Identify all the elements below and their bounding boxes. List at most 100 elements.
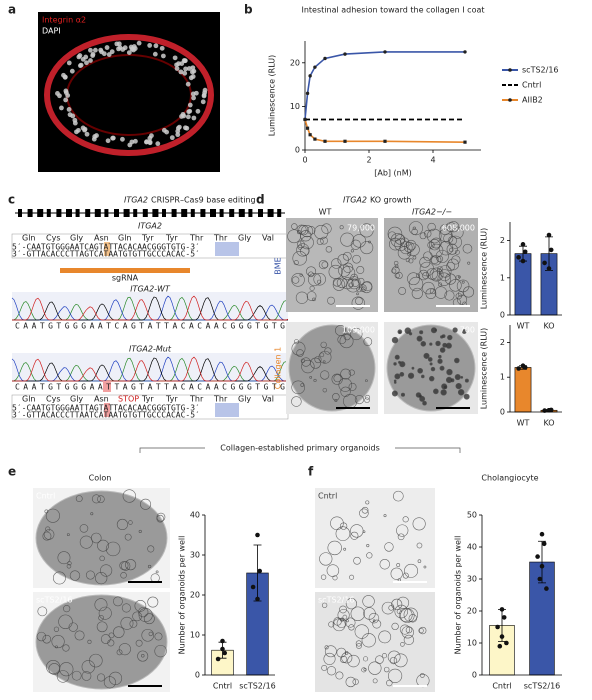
- organoid: [447, 334, 453, 341]
- organoid: [321, 664, 328, 671]
- data-point: [463, 50, 467, 54]
- organoid: [335, 671, 344, 680]
- organoid: [116, 649, 123, 656]
- organoid: [454, 249, 460, 255]
- nucleus: [184, 125, 190, 131]
- nucleus: [94, 133, 99, 138]
- organoid: [451, 226, 464, 239]
- organoid: [402, 516, 409, 523]
- organoid: [363, 668, 367, 672]
- organoid: [141, 628, 155, 642]
- organoid: [439, 347, 446, 353]
- organoid: [387, 231, 397, 240]
- organoid: [446, 368, 453, 376]
- tissue-outline: [44, 34, 214, 156]
- panel-letter: c: [8, 193, 15, 207]
- sequence: 5′-CAATGTGGGAATTAGTATTACACAACGGGTGTG-3′: [12, 404, 200, 413]
- organoid: [387, 226, 403, 242]
- nucleus: [104, 45, 110, 50]
- organoid: [348, 369, 355, 376]
- amino-acid: Tyr: [141, 395, 154, 404]
- organoid: [345, 598, 358, 610]
- data-point: [495, 624, 500, 630]
- organoid: [52, 571, 66, 585]
- nucleus: [152, 51, 158, 57]
- organoid: [403, 607, 419, 622]
- mutated-base: [103, 381, 111, 392]
- nucleus: [190, 69, 195, 75]
- organoid: [348, 382, 357, 391]
- chromatogram-trace: [12, 295, 289, 321]
- organoid: [417, 367, 423, 374]
- organoid: [328, 621, 335, 628]
- organoid: [337, 253, 349, 266]
- nucleus: [131, 44, 137, 49]
- well: [386, 324, 476, 412]
- exon: [66, 209, 72, 217]
- organoid: [340, 655, 348, 664]
- organoid: [120, 571, 127, 579]
- organoid: [403, 634, 415, 646]
- organoid: [314, 225, 329, 240]
- organoid: [417, 559, 422, 563]
- nucleus: [169, 135, 175, 141]
- data-point: [343, 139, 347, 143]
- row-label: Collagen 1: [274, 347, 283, 390]
- organoid: [404, 327, 412, 334]
- series-line: [304, 119, 466, 143]
- y-tick-label: 2: [500, 338, 505, 347]
- sequence: 5′-CAATGTGGGAATCAGTATTACACAACGGGTGTG-3′: [12, 243, 200, 252]
- exon: [85, 209, 91, 217]
- target-base: [104, 242, 110, 256]
- organoid: [408, 332, 413, 336]
- organoid: [291, 380, 306, 395]
- organoid: [323, 652, 336, 665]
- organoid: [462, 243, 473, 254]
- legend-label: AIIB2: [522, 96, 543, 105]
- nucleus: [63, 90, 69, 96]
- nucleus: [191, 95, 196, 101]
- y-tick-label: 1: [500, 373, 505, 382]
- organoid: [464, 378, 469, 383]
- organoid: [140, 498, 152, 510]
- nucleus: [188, 75, 194, 81]
- organoid: [314, 356, 322, 364]
- organoid: [419, 330, 424, 335]
- organoid: [439, 365, 445, 371]
- organoid: [293, 260, 299, 266]
- organoid: [388, 605, 394, 611]
- organoid: [440, 389, 447, 396]
- organoid: [313, 378, 317, 383]
- organoid: [55, 645, 58, 649]
- y-tick-label: 20: [467, 607, 477, 616]
- organoid: [396, 596, 410, 609]
- organoid: [318, 259, 328, 270]
- y-tick-label: 20: [190, 591, 200, 600]
- organoid: [333, 374, 342, 383]
- data-point: [250, 584, 256, 590]
- organoid: [324, 645, 329, 650]
- pam: [215, 403, 239, 417]
- organoid: [352, 234, 366, 248]
- organoid: [342, 262, 354, 273]
- organoid: [445, 342, 452, 349]
- nucleus: [72, 120, 78, 126]
- nucleus: [116, 46, 121, 52]
- nucleus: [74, 129, 79, 135]
- organoid: [383, 666, 390, 673]
- organoid: [322, 360, 326, 364]
- organoid: [354, 624, 369, 639]
- y-tick-label: 20: [290, 58, 300, 67]
- organoid: [401, 626, 414, 639]
- organoid: [354, 394, 364, 405]
- organoid: [378, 630, 392, 644]
- organoid: [423, 230, 432, 238]
- sequence: 3′-GTTACACCCTTAGTCATAATGTGTTGCCCACAC-5′: [12, 250, 200, 259]
- nucleus: [200, 99, 206, 105]
- organoid: [43, 529, 55, 540]
- organoid: [335, 526, 351, 541]
- y-tick-label: 0: [195, 671, 200, 680]
- organoid: [148, 631, 153, 637]
- organoid: [332, 278, 346, 291]
- organoid: [128, 520, 133, 525]
